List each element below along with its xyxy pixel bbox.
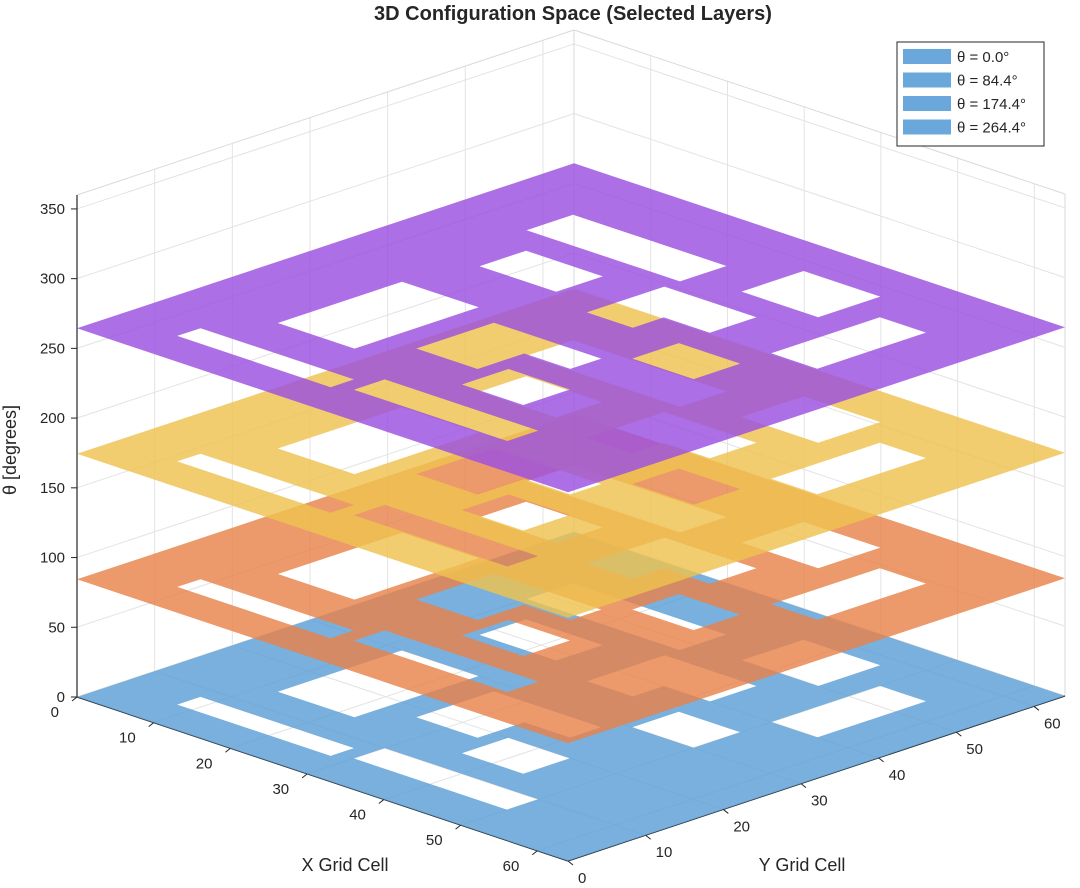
- legend-entry-label: θ = 84.4°: [957, 73, 1018, 90]
- z-tick-label: 350: [40, 201, 65, 218]
- x-tick-mark: [148, 722, 155, 728]
- y-tick-mark: [955, 731, 962, 737]
- y-tick-label: 30: [811, 793, 828, 810]
- z-tick-label: 150: [40, 480, 65, 497]
- legend-swatch: [903, 72, 951, 88]
- x-tick-mark: [301, 773, 308, 779]
- tick-labels: 0 50 100 150 200 250 300 350 0 10 20 30 40 50 60 0 10 20 3…: [40, 201, 1061, 887]
- box-edge: [76, 29, 575, 196]
- y-tick-mark: [723, 809, 729, 814]
- y-tick-mark: [878, 757, 884, 763]
- layer-plane-3: [77, 163, 1065, 493]
- z-tick-label: 300: [40, 271, 65, 288]
- y-tick-label: 10: [656, 844, 673, 861]
- y-tick-mark: [645, 834, 651, 840]
- grid-line: [76, 113, 575, 280]
- y-tick-mark: [1033, 705, 1040, 711]
- z-tick-label: 0: [57, 689, 65, 706]
- legend-swatch: [903, 49, 951, 64]
- z-axis-label: θ [degrees]: [0, 405, 20, 495]
- y-axis-label: Y Grid Cell: [759, 855, 846, 875]
- x-tick-label: 60: [503, 858, 520, 875]
- z-tick-label: 50: [48, 619, 65, 636]
- y-tick-label: 20: [733, 818, 750, 835]
- legend-entry-label: θ = 0.0°: [957, 49, 1009, 66]
- legend-entry-label: θ = 264.4°: [957, 120, 1026, 137]
- grid-line: [573, 43, 1066, 209]
- grid-line: [76, 43, 575, 210]
- x-tick-label: 0: [51, 704, 59, 721]
- x-tick-label: 40: [349, 807, 366, 824]
- x-tick-label: 10: [119, 730, 136, 747]
- legend-swatch: [903, 96, 951, 111]
- x-tick-mark: [532, 850, 538, 856]
- x-tick-label: 50: [426, 832, 443, 849]
- chart-title: 3D Configuration Space (Selected Layers): [374, 3, 772, 25]
- x-tick-mark: [378, 799, 385, 804]
- y-tick-label: 50: [966, 741, 983, 758]
- box-edge: [573, 29, 1066, 195]
- x-tick-mark: [455, 824, 461, 830]
- grid-line: [573, 113, 1066, 279]
- x-axis-label: X Grid Cell: [301, 855, 388, 875]
- x-tick-label: 30: [272, 781, 289, 798]
- configuration-layers: [77, 163, 1065, 861]
- y-tick-mark: [567, 860, 574, 866]
- z-tick-label: 100: [40, 550, 65, 567]
- legend: θ = 0.0° θ = 84.4° θ = 174.4° θ = 264.4°: [896, 41, 1045, 147]
- x-tick-mark: [71, 696, 78, 702]
- y-tick-mark: [800, 783, 807, 789]
- z-tick-label: 200: [40, 410, 65, 427]
- legend-entry-label: θ = 174.4°: [957, 96, 1026, 113]
- x-tick-label: 20: [196, 755, 213, 772]
- x-tick-mark: [225, 747, 231, 753]
- z-tick-label: 250: [40, 340, 65, 357]
- y-tick-label: 60: [1044, 715, 1061, 732]
- legend-swatch: [903, 119, 951, 135]
- y-tick-label: 0: [578, 870, 586, 887]
- y-tick-label: 40: [889, 767, 906, 784]
